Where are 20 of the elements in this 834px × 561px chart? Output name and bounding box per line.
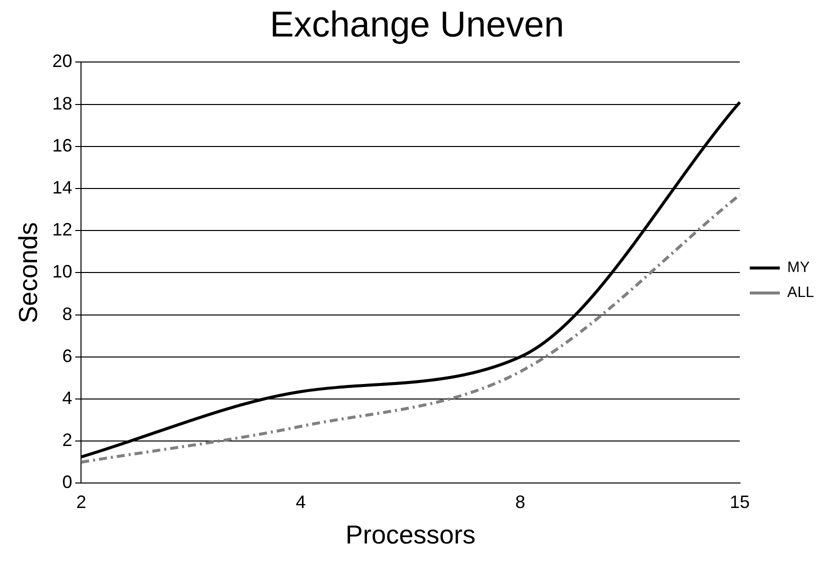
y-tick-label: 4 — [62, 388, 72, 408]
y-tick-label: 0 — [62, 472, 72, 492]
x-tick-label: 15 — [730, 492, 750, 512]
x-tick-label: 4 — [296, 492, 306, 512]
y-axis-title: Seconds — [12, 222, 43, 324]
y-tick-label: 2 — [62, 430, 72, 450]
y-tick-label: 14 — [52, 177, 72, 198]
x-axis-title: Processors — [345, 520, 476, 550]
x-tick-label: 2 — [76, 492, 86, 512]
chart-title: Exchange Uneven — [270, 4, 564, 45]
y-tick-label: 8 — [62, 304, 72, 324]
y-tick-label: 16 — [52, 135, 72, 156]
y-tick-label: 10 — [52, 262, 72, 282]
legend-label: MY — [787, 259, 810, 276]
y-tick-label: 20 — [52, 51, 72, 72]
y-tick-label: 12 — [52, 220, 72, 240]
legend-label: ALL — [787, 284, 814, 302]
y-tick-label: 18 — [52, 93, 72, 114]
y-tick-label: 6 — [62, 346, 72, 366]
x-tick-label: 8 — [515, 492, 526, 512]
